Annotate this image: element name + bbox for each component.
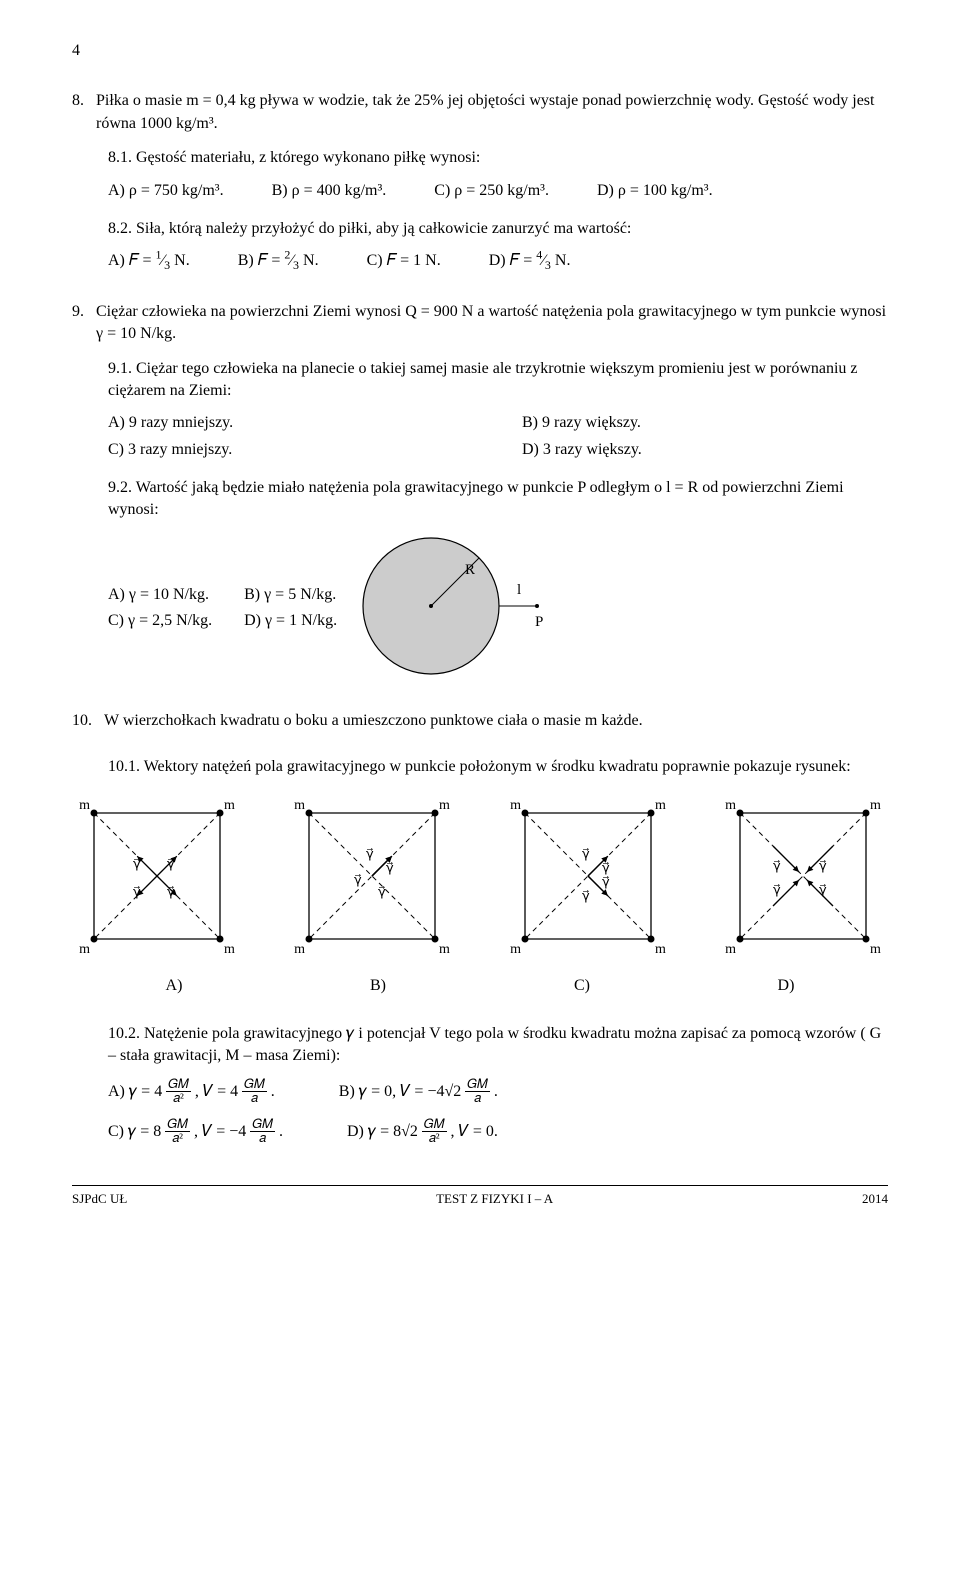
- svg-text:γ⃗: γ⃗: [378, 884, 386, 899]
- footer-right: 2014: [862, 1190, 888, 1208]
- svg-text:m: m: [655, 798, 666, 813]
- svg-text:γ⃗: γ⃗: [582, 888, 590, 903]
- svg-text:m: m: [870, 942, 881, 957]
- question-9: 9. Ciężar człowieka na powierzchni Ziemi…: [72, 301, 888, 682]
- question-8: 8. Piłka o masie m = 0,4 kg pływa w wodz…: [72, 90, 888, 272]
- footer: SJPdC UŁ TEST Z FIZYKI I – A 2014: [72, 1185, 888, 1208]
- svg-text:γ⃗: γ⃗: [133, 884, 141, 899]
- svg-text:m: m: [439, 798, 450, 813]
- q9-2-num: 9.2.: [108, 479, 132, 496]
- q8-2-D: D) 𝐹 = 4⁄3 N.: [489, 250, 571, 272]
- q8-2-D-post: N.: [551, 252, 571, 269]
- svg-text:γ⃗: γ⃗: [386, 860, 394, 875]
- q8-2-A: A) 𝐹 = 1⁄3 N.: [108, 250, 190, 272]
- svg-text:γ⃗: γ⃗: [819, 882, 827, 897]
- label-P: P: [535, 614, 543, 630]
- q8-1-C: C) ρ = 250 kg/m³.: [434, 180, 549, 202]
- q8-1-B: B) ρ = 400 kg/m³.: [272, 180, 387, 202]
- svg-text:γ⃗: γ⃗: [167, 856, 175, 871]
- q8-2-num: 8.2.: [108, 220, 132, 237]
- q10-num: 10.: [72, 710, 92, 732]
- q8-2-B-post: N.: [299, 252, 319, 269]
- q8-2-A-post: N.: [170, 252, 190, 269]
- svg-text:γ⃗: γ⃗: [167, 884, 175, 899]
- svg-text:γ⃗: γ⃗: [773, 858, 781, 873]
- svg-text:m: m: [79, 942, 90, 957]
- q9-2-A: A) γ = 10 N/kg.: [108, 584, 212, 606]
- q9-1-C: C) 3 razy mniejszy.: [108, 439, 474, 461]
- q9-1-num: 9.1.: [108, 360, 132, 377]
- svg-text:m: m: [510, 942, 521, 957]
- q10-2-B: B) 𝛾 = 0, 𝑉 = −4√2 𝐺𝑀𝑎 .: [339, 1078, 498, 1105]
- svg-text:m: m: [439, 942, 450, 957]
- q9-text: Ciężar człowieka na powierzchni Ziemi wy…: [96, 301, 888, 346]
- diag-A: m m m m γ⃗ γ⃗ γ⃗ γ⃗: [72, 791, 242, 961]
- diag-C: mmmmγ⃗γ⃗γ⃗γ⃗: [503, 791, 673, 961]
- q9-2-text: Wartość jaką będzie miało natężenia pola…: [108, 479, 844, 518]
- q8-text: Piłka o masie m = 0,4 kg pływa w wodzie,…: [96, 90, 888, 135]
- diag-D: m m m m γ⃗ γ⃗ γ⃗ γ⃗: [718, 791, 888, 961]
- q8-2-B: B) 𝐹 = 2⁄3 N.: [238, 250, 319, 272]
- question-10: 10. W wierzchołkach kwadratu o boku a um…: [72, 710, 888, 1145]
- q8-1-text: Gęstość materiału, z którego wykonano pi…: [136, 149, 480, 166]
- svg-text:γ⃗: γ⃗: [133, 856, 141, 871]
- svg-text:m: m: [294, 942, 305, 957]
- label-R: R: [465, 562, 475, 578]
- svg-text:γ⃗: γ⃗: [366, 846, 374, 861]
- q8-num: 8.: [72, 90, 84, 135]
- diag-C-label: C): [480, 975, 684, 997]
- svg-text:m: m: [224, 798, 235, 813]
- svg-text:m: m: [224, 942, 235, 957]
- q10-2-num: 10.2.: [108, 1025, 140, 1042]
- q10-2-A: A) 𝛾 = 4 𝐺𝑀𝑎² , 𝑉 = 4 𝐺𝑀𝑎 .: [108, 1078, 275, 1105]
- q8-2-A-pre: A) 𝐹 =: [108, 252, 156, 269]
- svg-text:m: m: [510, 798, 521, 813]
- q8-2-text: Siła, którą należy przyłożyć do piłki, a…: [136, 220, 631, 237]
- svg-text:m: m: [870, 798, 881, 813]
- q9-2-B: B) γ = 5 N/kg.: [244, 584, 337, 606]
- q9-2-D: D) γ = 1 N/kg.: [244, 610, 337, 632]
- svg-text:m: m: [725, 798, 736, 813]
- diag-A-label: A): [72, 975, 276, 997]
- q8-2-B-pre: B) 𝐹 =: [238, 252, 285, 269]
- q10-1-num: 10.1.: [108, 758, 140, 775]
- diag-B: mmmmγ⃗γ⃗γ⃗γ⃗: [287, 791, 457, 961]
- svg-text:m: m: [294, 798, 305, 813]
- footer-left: SJPdC UŁ: [72, 1190, 127, 1208]
- svg-text:γ⃗: γ⃗: [354, 872, 362, 887]
- q8-2-D-pre: D) 𝐹 =: [489, 252, 537, 269]
- svg-text:γ⃗: γ⃗: [773, 882, 781, 897]
- q10-2-text: Natężenie pola grawitacyjnego 𝛾 i potenc…: [108, 1025, 881, 1064]
- svg-text:γ⃗: γ⃗: [602, 860, 610, 875]
- diag-B-label: B): [276, 975, 480, 997]
- q10-1-text: Wektory natężeń pola grawitacyjnego w pu…: [144, 758, 851, 775]
- svg-text:γ⃗: γ⃗: [582, 846, 590, 861]
- svg-text:m: m: [79, 798, 90, 813]
- q10-diagrams: mmmmγ⃗γ⃗γ⃗γ⃗ mmmmγ⃗γ⃗γ⃗γ⃗ mmmmγ⃗γ⃗γ⃗γ⃗ m…: [72, 791, 888, 961]
- q9-1-B: B) 9 razy większy.: [522, 412, 888, 434]
- q9-1-A: A) 9 razy mniejszy.: [108, 412, 474, 434]
- svg-text:m: m: [725, 942, 736, 957]
- footer-center: TEST Z FIZYKI I – A: [436, 1190, 553, 1208]
- q9-1-text: Ciężar tego człowieka na planecie o taki…: [108, 360, 858, 399]
- page-number: 4: [72, 40, 888, 62]
- svg-text:γ⃗: γ⃗: [602, 874, 610, 889]
- q8-1-num: 8.1.: [108, 149, 132, 166]
- label-l: l: [517, 582, 521, 598]
- earth-diagram: R l P: [357, 532, 547, 682]
- diag-D-label: D): [684, 975, 888, 997]
- q8-1-A: A) ρ = 750 kg/m³.: [108, 180, 224, 202]
- q10-2-D: D) 𝛾 = 8√2 𝐺𝑀𝑎² , 𝑉 = 0.: [347, 1118, 498, 1145]
- svg-text:m: m: [655, 942, 666, 957]
- q10-text: W wierzchołkach kwadratu o boku a umiesz…: [104, 710, 643, 732]
- q9-1-D: D) 3 razy większy.: [522, 439, 888, 461]
- q8-2-C: C) 𝐹 = 1 N.: [367, 250, 441, 272]
- q9-2-C: C) γ = 2,5 N/kg.: [108, 610, 212, 632]
- q8-1-D: D) ρ = 100 kg/m³.: [597, 180, 713, 202]
- q10-2-C: C) 𝛾 = 8 𝐺𝑀𝑎² , 𝑉 = −4 𝐺𝑀𝑎 .: [108, 1118, 283, 1145]
- q9-num: 9.: [72, 301, 84, 346]
- svg-text:γ⃗: γ⃗: [819, 858, 827, 873]
